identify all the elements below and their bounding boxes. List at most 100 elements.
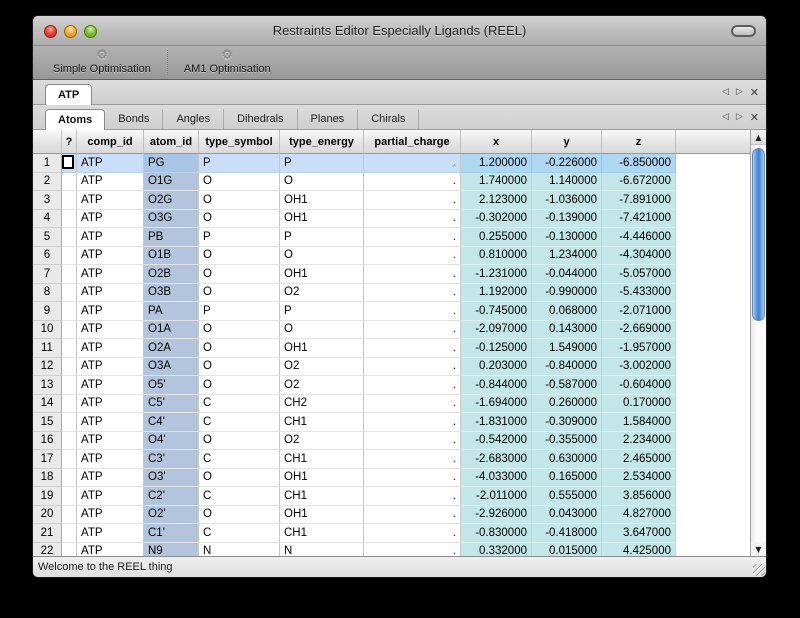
- title-bar[interactable]: Restraints Editor Especially Ligands (RE…: [33, 16, 766, 46]
- cell-atom_id[interactable]: O5': [144, 376, 199, 395]
- cell-y[interactable]: -0.990000: [532, 283, 602, 302]
- cell-type_symbol[interactable]: O: [199, 339, 280, 358]
- cell-q[interactable]: [62, 524, 77, 543]
- cell-z[interactable]: -6.672000: [602, 172, 676, 191]
- cell-q[interactable]: [62, 468, 77, 487]
- table-row[interactable]: 2 ATP O1G O O. 1.740000 1.140000 -6.672000: [33, 172, 750, 191]
- cell-partial_charge[interactable]: .: [364, 172, 461, 191]
- cell-num[interactable]: 2: [33, 172, 62, 191]
- column-header-type-symbol[interactable]: type_symbol: [199, 130, 280, 154]
- tab-bonds[interactable]: Bonds: [105, 109, 164, 129]
- cell-z[interactable]: -4.304000: [602, 246, 676, 265]
- close-window-icon[interactable]: [44, 25, 57, 38]
- cell-y[interactable]: 0.043000: [532, 505, 602, 524]
- cell-type_energy[interactable]: CH2: [280, 394, 364, 413]
- cell-num[interactable]: 7: [33, 265, 62, 284]
- cell-x[interactable]: 0.203000: [461, 357, 532, 376]
- close-tab-icon[interactable]: ✕: [749, 86, 759, 99]
- cell-type_energy[interactable]: OH1: [280, 265, 364, 284]
- cell-atom_id[interactable]: O4': [144, 431, 199, 450]
- cell-q[interactable]: [62, 357, 77, 376]
- cell-num[interactable]: 12: [33, 357, 62, 376]
- edit-focus-box[interactable]: [62, 155, 74, 169]
- cell-num[interactable]: 9: [33, 302, 62, 321]
- cell-partial_charge[interactable]: .: [364, 394, 461, 413]
- cell-atom_id[interactable]: PB: [144, 228, 199, 247]
- cell-z[interactable]: 3.856000: [602, 487, 676, 506]
- cell-z[interactable]: 4.425000: [602, 542, 676, 556]
- table-row[interactable]: 4 ATP O3G O OH1. -0.302000 -0.139000 -7.421000: [33, 209, 750, 228]
- cell-q[interactable]: [62, 283, 77, 302]
- cell-atom_id[interactable]: O1A: [144, 320, 199, 339]
- cell-comp_id[interactable]: ATP: [77, 431, 144, 450]
- cell-type_symbol[interactable]: O: [199, 505, 280, 524]
- cell-y[interactable]: 0.165000: [532, 468, 602, 487]
- cell-num[interactable]: 18: [33, 468, 62, 487]
- cell-type_energy[interactable]: O2: [280, 431, 364, 450]
- cell-x[interactable]: 1.192000: [461, 283, 532, 302]
- cell-num[interactable]: 14: [33, 394, 62, 413]
- table-row[interactable]: 12 ATP O3A O O2. 0.203000 -0.840000 -3.002000: [33, 357, 750, 376]
- cell-z[interactable]: 1.584000: [602, 413, 676, 432]
- table-row[interactable]: 9 ATP PA P P. -0.745000 0.068000 -2.071000: [33, 302, 750, 321]
- cell-num[interactable]: 17: [33, 450, 62, 469]
- cell-atom_id[interactable]: C3': [144, 450, 199, 469]
- cell-partial_charge[interactable]: .: [364, 339, 461, 358]
- cell-partial_charge[interactable]: .: [364, 302, 461, 321]
- cell-partial_charge[interactable]: .: [364, 431, 461, 450]
- table-row[interactable]: 6 ATP O1B O O. 0.810000 1.234000 -4.304000: [33, 246, 750, 265]
- table-row[interactable]: 19 ATP C2' C CH1. -2.011000 0.555000 3.856000: [33, 487, 750, 506]
- cell-atom_id[interactable]: O2G: [144, 191, 199, 210]
- cell-y[interactable]: -0.309000: [532, 413, 602, 432]
- column-header-x[interactable]: x: [461, 130, 532, 154]
- cell-x[interactable]: -1.231000: [461, 265, 532, 284]
- cell-type_symbol[interactable]: O: [199, 283, 280, 302]
- scrollbar-track[interactable]: [751, 145, 766, 542]
- cell-partial_charge[interactable]: .: [364, 191, 461, 210]
- column-header-comp-id[interactable]: comp_id: [77, 130, 144, 154]
- tab-chirals[interactable]: Chirals: [358, 109, 420, 129]
- cell-x[interactable]: 0.810000: [461, 246, 532, 265]
- cell-type_energy[interactable]: O: [280, 320, 364, 339]
- tab-atoms[interactable]: Atoms: [45, 109, 106, 130]
- cell-y[interactable]: 0.143000: [532, 320, 602, 339]
- cell-q[interactable]: [62, 209, 77, 228]
- cell-comp_id[interactable]: ATP: [77, 320, 144, 339]
- cell-partial_charge[interactable]: .: [364, 376, 461, 395]
- cell-type_energy[interactable]: OH1: [280, 505, 364, 524]
- cell-num[interactable]: 15: [33, 413, 62, 432]
- table-row[interactable]: 8 ATP O3B O O2. 1.192000 -0.990000 -5.433000: [33, 283, 750, 302]
- cell-type_symbol[interactable]: N: [199, 542, 280, 556]
- cell-type_symbol[interactable]: C: [199, 524, 280, 543]
- cell-atom_id[interactable]: O2A: [144, 339, 199, 358]
- cell-q[interactable]: [62, 172, 77, 191]
- cell-atom_id[interactable]: PA: [144, 302, 199, 321]
- cell-y[interactable]: -0.044000: [532, 265, 602, 284]
- cell-x[interactable]: -0.745000: [461, 302, 532, 321]
- table-row[interactable]: 10 ATP O1A O O. -2.097000 0.143000 -2.669000: [33, 320, 750, 339]
- cell-partial_charge[interactable]: .: [364, 524, 461, 543]
- cell-x[interactable]: -0.844000: [461, 376, 532, 395]
- cell-y[interactable]: 0.068000: [532, 302, 602, 321]
- cell-partial_charge[interactable]: .: [364, 450, 461, 469]
- cell-comp_id[interactable]: ATP: [77, 339, 144, 358]
- tab-planes[interactable]: Planes: [298, 109, 359, 129]
- column-header-rownum[interactable]: [33, 130, 62, 154]
- table-row[interactable]: 15 ATP C4' C CH1. -1.831000 -0.309000 1.584000: [33, 413, 750, 432]
- cell-z[interactable]: -5.433000: [602, 283, 676, 302]
- cell-type_symbol[interactable]: P: [199, 302, 280, 321]
- cell-comp_id[interactable]: ATP: [77, 450, 144, 469]
- table-row[interactable]: 21 ATP C1' C CH1. -0.830000 -0.418000 3.647000: [33, 524, 750, 543]
- cell-y[interactable]: -0.139000: [532, 209, 602, 228]
- cell-partial_charge[interactable]: .: [364, 542, 461, 556]
- cell-num[interactable]: 5: [33, 228, 62, 247]
- cell-y[interactable]: 1.549000: [532, 339, 602, 358]
- cell-y[interactable]: 1.140000: [532, 172, 602, 191]
- cell-q[interactable]: [62, 265, 77, 284]
- cell-num[interactable]: 10: [33, 320, 62, 339]
- cell-y[interactable]: -0.130000: [532, 228, 602, 247]
- cell-type_symbol[interactable]: O: [199, 265, 280, 284]
- cell-z[interactable]: -5.057000: [602, 265, 676, 284]
- cell-partial_charge[interactable]: .: [364, 209, 461, 228]
- cell-type_energy[interactable]: O2: [280, 283, 364, 302]
